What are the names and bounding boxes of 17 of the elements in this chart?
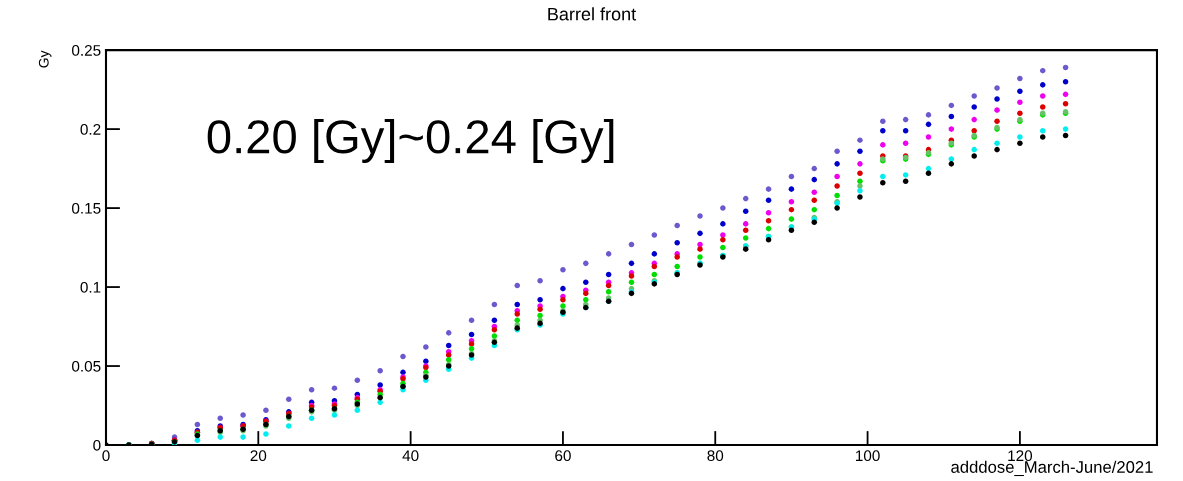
y-tick-label: 0.15 (72, 202, 101, 214)
annotation: 0.20 [Gy]~0.24 [Gy] (207, 118, 614, 163)
x-tick-label: 60 (555, 450, 571, 462)
chart-title: Barrel front (548, 7, 637, 21)
x-tick-label: 40 (402, 450, 419, 462)
y-tick-label: 0.25 (72, 44, 101, 56)
y-tick-label: 0.1 (80, 281, 101, 293)
x-tick-label: 0 (102, 450, 110, 462)
x-tick-label: 120 (1008, 450, 1033, 462)
x-tick-label: 20 (250, 450, 267, 462)
y-tick-label: 0 (93, 439, 101, 451)
y-tick-label: 0.05 (72, 360, 101, 372)
x-tick-label: 100 (856, 450, 880, 462)
y-axis-title: Gy (38, 50, 52, 68)
y-tick-label: 0.2 (80, 123, 101, 135)
x-tick-label: 80 (707, 450, 724, 462)
x-axis-title: adddose_March-June/2021 (951, 460, 1153, 477)
